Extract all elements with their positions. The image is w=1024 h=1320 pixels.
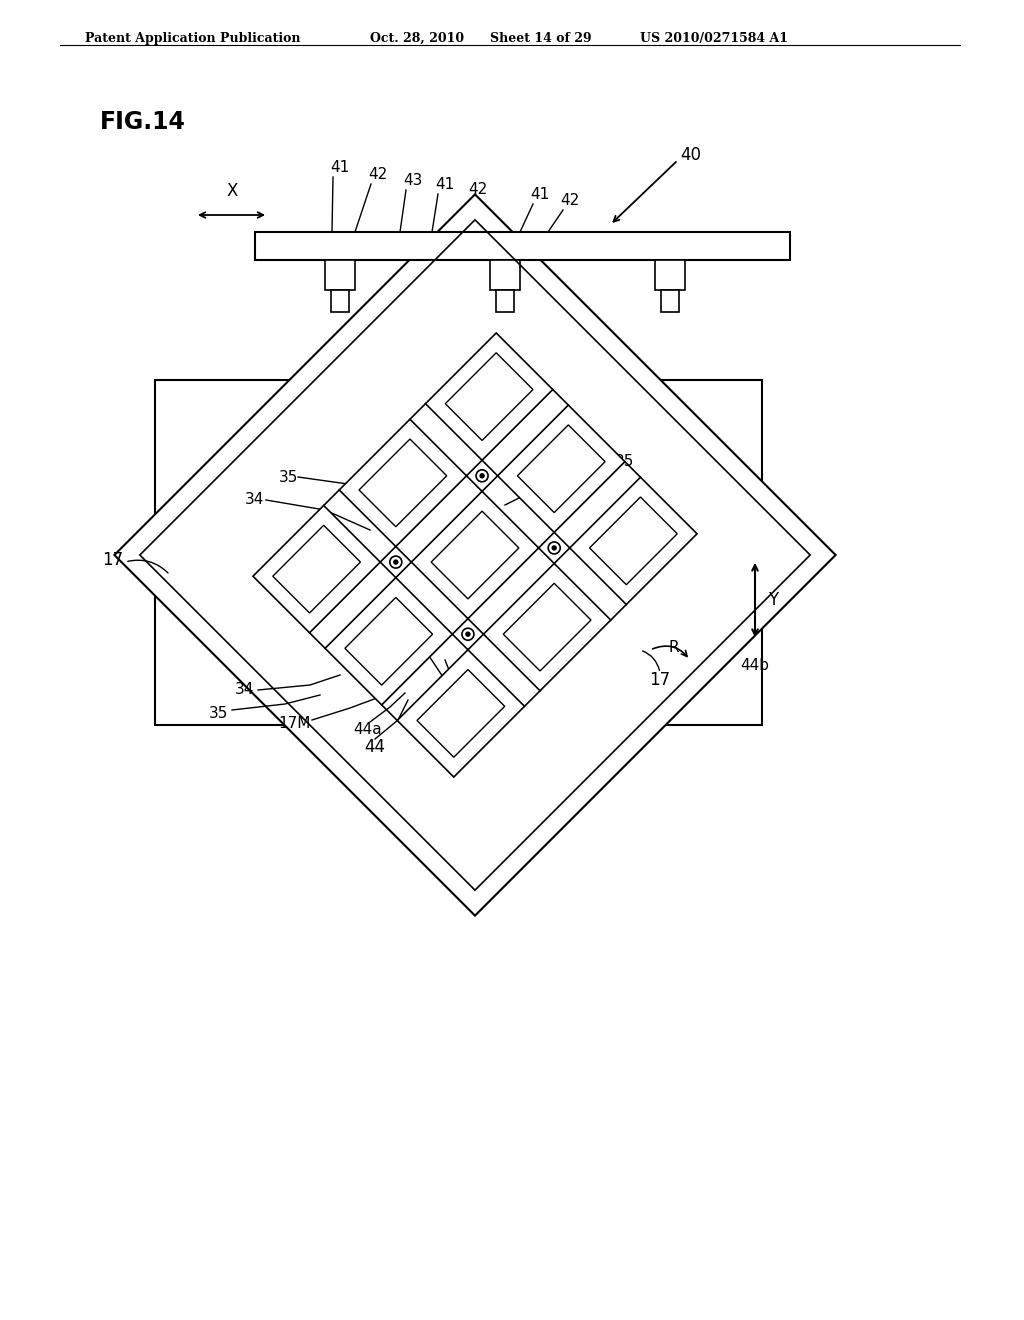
Text: 43: 43 xyxy=(403,173,422,187)
Text: 41: 41 xyxy=(435,177,455,191)
Text: 42: 42 xyxy=(368,168,387,182)
Text: Sheet 14 of 29: Sheet 14 of 29 xyxy=(490,32,592,45)
Text: 44: 44 xyxy=(365,738,385,756)
Bar xyxy=(255,232,790,260)
Polygon shape xyxy=(483,564,610,690)
Circle shape xyxy=(394,560,397,564)
Circle shape xyxy=(552,546,556,550)
Text: 17: 17 xyxy=(649,671,671,689)
Text: Patent Application Publication: Patent Application Publication xyxy=(85,32,300,45)
Text: 41: 41 xyxy=(530,187,549,202)
Text: 35: 35 xyxy=(615,454,635,470)
Polygon shape xyxy=(339,420,467,546)
Text: 42: 42 xyxy=(560,193,580,209)
Bar xyxy=(325,260,355,290)
Text: R: R xyxy=(668,640,679,656)
Text: 41: 41 xyxy=(330,160,349,176)
Circle shape xyxy=(462,628,474,640)
Text: 44a: 44a xyxy=(353,722,382,738)
Text: Oct. 28, 2010: Oct. 28, 2010 xyxy=(370,32,464,45)
Text: 17M: 17M xyxy=(279,715,311,730)
Text: 17: 17 xyxy=(538,474,558,492)
Circle shape xyxy=(466,632,470,636)
Bar xyxy=(496,290,514,312)
Bar xyxy=(490,260,520,290)
Text: Y: Y xyxy=(768,591,778,609)
Bar xyxy=(155,380,762,725)
Text: 34: 34 xyxy=(435,681,455,696)
Circle shape xyxy=(476,470,488,482)
Polygon shape xyxy=(412,491,539,619)
Text: 40: 40 xyxy=(680,147,701,164)
Bar xyxy=(331,290,349,312)
Text: X: X xyxy=(226,182,238,201)
Polygon shape xyxy=(569,478,697,605)
Text: 17: 17 xyxy=(102,550,124,569)
Circle shape xyxy=(480,474,484,478)
Text: US 2010/0271584 A1: US 2010/0271584 A1 xyxy=(640,32,788,45)
Text: 34: 34 xyxy=(581,478,600,492)
Bar xyxy=(662,290,679,312)
Polygon shape xyxy=(325,578,453,705)
Text: 35: 35 xyxy=(461,700,479,714)
Polygon shape xyxy=(498,405,625,532)
Circle shape xyxy=(390,556,401,568)
Text: 35: 35 xyxy=(208,705,227,721)
Text: FIG.14: FIG.14 xyxy=(100,110,186,135)
Text: 44b: 44b xyxy=(740,657,769,672)
Polygon shape xyxy=(397,649,524,777)
Text: 34: 34 xyxy=(236,682,255,697)
Text: 34: 34 xyxy=(246,492,264,507)
Circle shape xyxy=(548,543,560,554)
Polygon shape xyxy=(253,506,380,632)
Text: 42: 42 xyxy=(468,182,487,197)
Polygon shape xyxy=(426,333,553,461)
Text: 35: 35 xyxy=(279,470,298,484)
Polygon shape xyxy=(115,194,836,916)
Bar xyxy=(655,260,685,290)
